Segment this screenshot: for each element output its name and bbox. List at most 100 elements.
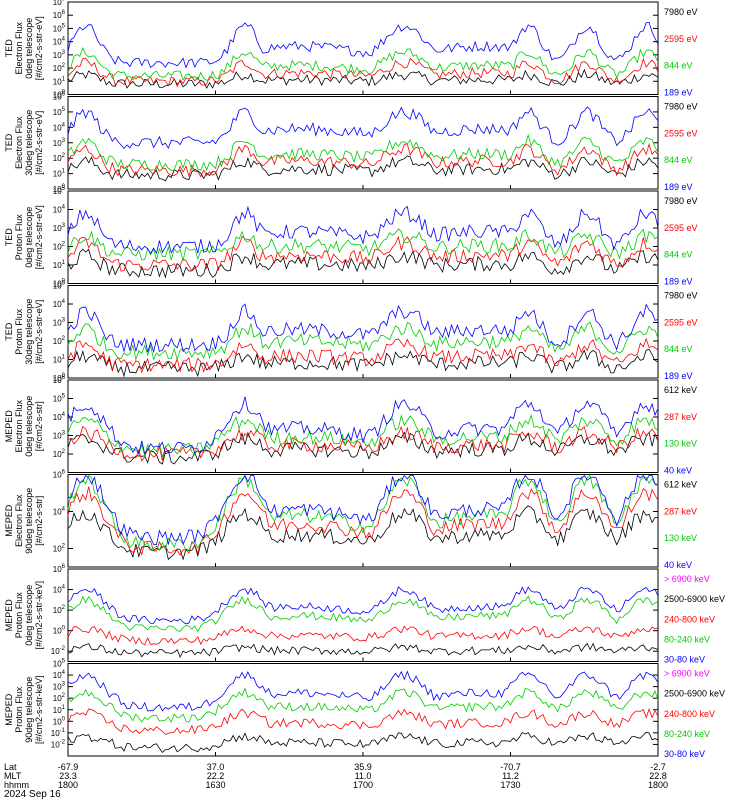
footer-value: 11.0 [355,771,372,781]
legend-entry: 2595 eV [664,128,698,138]
series-line-3 [67,625,659,646]
flux-panel-6: 102 104 106 MEPED Electron Flux 90deg telesco… [4,470,697,571]
series-line-2 [67,235,659,272]
legend-entry: 612 keV [664,480,697,490]
y-tick-label: 102 [53,605,66,615]
series-line-3 [67,321,659,361]
y-axis-label: TED [4,39,14,58]
legend-entry: 287 keV [664,506,697,516]
date-label: 2024 Sep 16 [4,789,61,800]
y-tick-label: 101 [53,355,66,365]
series-line-4 [67,303,659,354]
y-axis-label: Electron Flux [14,399,24,452]
series-line-5 [67,670,659,712]
footer-value: 23.3 [59,771,77,781]
footer-value: -70.7 [500,762,521,772]
y-axis-label: TED [4,228,14,247]
y-axis-label: Proton Flux [14,686,24,733]
series-line-2 [67,486,659,556]
y-tick-label: 104 [53,122,66,132]
series-line-1 [67,505,659,561]
legend-entry: 240-800 keV [664,709,715,719]
footer-row-label: Lat [4,762,17,772]
y-tick-label: 102 [53,336,66,346]
y-tick-label: 102 [53,63,66,73]
legend-entry: 844 eV [664,250,693,260]
y-tick-label: 104 [53,299,66,309]
y-axis-label: [#/cm2-s-str] [34,496,44,546]
y-axis-label: 30deg telescope [24,110,34,176]
orbit-footer: 2024 Sep 16 Lat -67.9 37.0 35.9 -70.7 -2.7 MLT… [4,762,668,800]
y-tick-label: 102 [53,693,66,703]
footer-value: 35.9 [354,762,372,772]
legend-entry: 2595 eV [664,317,698,327]
y-tick-label: 10-2 [51,646,66,656]
y-tick-label: 106 [53,375,66,385]
y-tick-label: 106 [53,470,66,480]
legend-entry: 80-240 keV [664,729,710,739]
y-tick-label: 105 [53,394,66,404]
y-tick-label: 101 [53,260,66,270]
legend-entry: 189 eV [664,371,693,381]
legend-entry: 7980 eV [664,102,698,112]
series-line-4 [67,474,659,546]
series-line-4 [67,687,659,724]
footer-value: 1730 [500,780,520,790]
y-tick-label: 100 [53,184,66,194]
series-line-3 [67,46,659,81]
footer-value: 1700 [353,780,373,790]
series-line-2 [67,642,659,658]
legend-entry: 287 keV [664,412,697,422]
series-line-3 [67,474,659,552]
footer-value: 1800 [648,780,668,790]
series-line-4 [67,106,659,150]
flux-panel-7: 10-2 100 102 104 106 MEPED Proton Flux 0deg tel… [4,564,725,665]
legend-entry: 189 eV [664,88,693,98]
footer-value: -2.7 [650,762,666,772]
y-axis-label: [#/cm2-s-str-eV] [34,111,44,175]
flux-panel-1: 100 101 102 103 104 105 106 107 TED Electron Flux… [4,0,698,100]
footer-value: 11.2 [502,771,519,781]
series-line-1 [67,155,659,182]
legend-entry: 7980 eV [664,7,698,17]
y-axis-label: 30deg telescope [24,299,34,365]
series-line-3 [67,708,659,735]
y-tick-label: 10-2 [51,739,66,749]
y-axis-label: [#/cm2-s-str-eV] [34,16,44,80]
series-line-4 [67,21,659,69]
y-tick-label: 100 [53,373,66,383]
legend-entry: 40 keV [664,466,692,476]
y-tick-label: 103 [53,318,66,328]
y-tick-label: 104 [53,507,66,517]
series-line-5 [67,586,659,625]
y-axis-label: 0deg telescope [24,396,34,457]
series-line-2 [67,337,659,374]
footer-value: -67.9 [58,762,79,772]
y-tick-label: 102 [53,242,66,252]
y-axis-label: MEPED [4,504,14,537]
y-axis-label: Electron Flux [14,21,24,74]
legend-entry: 30-80 keV [664,749,705,759]
footer-value: 22.8 [649,771,667,781]
legend-entry: 844 eV [664,155,693,165]
legend-entry: 189 eV [664,182,693,192]
footer-value: 1800 [58,780,78,790]
flux-panel-4: 100 101 102 103 104 105 TED Proton Flux 30deg te… [4,281,698,384]
footer-value: 22.2 [207,771,225,781]
y-tick-label: 106 [53,564,66,574]
y-tick-label: 102 [53,153,66,163]
y-tick-label: 103 [53,223,66,233]
y-tick-label: 104 [53,585,66,595]
series-line-2 [67,57,659,88]
y-tick-label: 104 [53,37,66,47]
y-tick-label: 106 [53,10,66,20]
y-axis-label: [#/cm2-s-str-keV] [34,675,44,744]
legend-entry: > 6900 keV [664,669,710,679]
y-tick-label: 103 [53,138,66,148]
series-line-4 [67,396,659,455]
y-axis-label: Proton Flux [14,214,24,261]
y-axis-label: MEPED [4,599,14,632]
y-tick-label: 102 [53,449,66,459]
y-tick-label: 105 [53,23,66,33]
legend-entry: 2500-6900 keV [664,689,725,699]
